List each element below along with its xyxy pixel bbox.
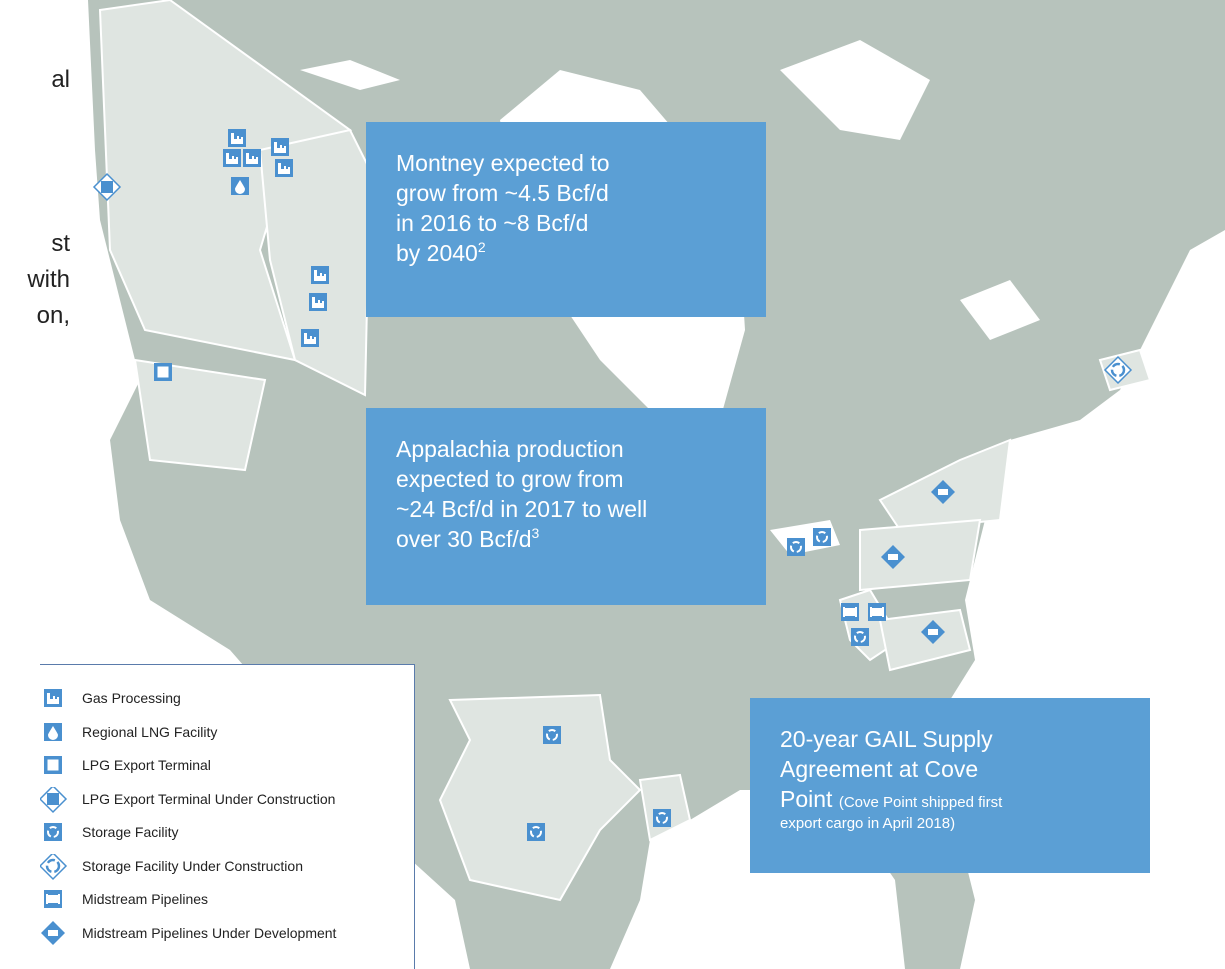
- callout-line: Point (Cove Point shipped first: [780, 784, 1120, 814]
- note: export cargo in April 2018): [780, 815, 956, 832]
- callout-text: expected to grow from: [396, 466, 624, 492]
- legend-icon: [43, 889, 63, 909]
- icon: [43, 889, 63, 909]
- icon: [44, 722, 62, 741]
- callout-line: by 20402: [396, 238, 736, 268]
- callout-text: Appalachia production: [396, 436, 624, 462]
- callout-line: Appalachia production: [396, 434, 736, 464]
- callout: 20-year GAIL Supply Agreement at Cove Poin…: [750, 698, 1150, 873]
- legend-item: Storage Facility: [40, 820, 415, 844]
- callout-text: Point: [780, 786, 833, 812]
- legend-icon: [44, 756, 62, 774]
- side-text: st: [51, 230, 70, 257]
- callout-line: over 30 Bcf/d3: [396, 524, 736, 554]
- regions: [98, 0, 1152, 902]
- callout-line: 20-year GAIL Supply: [780, 724, 1120, 754]
- legend-icon: [44, 689, 62, 707]
- callout: Appalachia production expected to grow fr…: [366, 408, 766, 605]
- callout-line: Agreement at Cove: [780, 754, 1120, 784]
- legend-item: Regional LNG Facility: [40, 720, 415, 744]
- note: (Cove Point shipped first: [838, 794, 1003, 811]
- legend-label: Storage Facility: [82, 824, 179, 840]
- callout-line: ~24 Bcf/d in 2017 to well: [396, 494, 736, 524]
- icon: [43, 822, 63, 842]
- legend-item: LPG Export Terminal Under Construction: [40, 786, 415, 813]
- side-text: al: [51, 66, 70, 93]
- callout-text: ~24 Bcf/d in 2017 to well: [396, 496, 648, 522]
- icon: [40, 853, 68, 880]
- legend-item: Gas Processing: [40, 686, 415, 710]
- legend-item: Midstream Pipelines: [40, 887, 415, 911]
- callout-text: grow from ~4.5 Bcf/d: [396, 180, 609, 206]
- legend-label: Storage Facility Under Construction: [82, 857, 303, 874]
- icon: [41, 920, 65, 945]
- legend-item: Midstream Pipelines Under Development: [40, 920, 415, 945]
- callout: Montney expected to grow from ~4.5 Bcf/d i…: [366, 122, 766, 317]
- legend-label: LPG Export Terminal: [82, 757, 211, 773]
- callout-text: over 30 Bcf/d: [396, 526, 532, 552]
- legend-icon: [41, 920, 65, 945]
- legend-item: LPG Export Terminal: [40, 753, 415, 777]
- callout-line: in 2016 to ~8 Bcf/d: [396, 208, 736, 238]
- icon: [44, 689, 62, 707]
- side-text: with: [27, 266, 70, 293]
- callout-line: Montney expected to: [396, 148, 736, 178]
- icon: [40, 786, 67, 813]
- legend-label: LPG Export Terminal Under Construction: [82, 790, 336, 807]
- legend-label: Midstream Pipelines: [82, 891, 209, 907]
- legend-label: Regional LNG Facility: [82, 723, 218, 740]
- legend-label: Midstream Pipelines Under Development: [82, 924, 337, 941]
- legend-item: Storage Facility Under Construction: [40, 853, 415, 880]
- legend-icon: [43, 822, 63, 842]
- superscript: 3: [531, 525, 540, 541]
- callout-text: by 2040: [396, 240, 478, 266]
- side-text: on,: [36, 302, 70, 329]
- legend-icon: [40, 853, 68, 880]
- legend: Gas Processing Regional LNG Facility LPG E…: [40, 664, 415, 969]
- callout-text: in 2016 to ~8 Bcf/d: [396, 210, 589, 236]
- callout-text: Montney expected to: [396, 150, 610, 176]
- icon: [44, 756, 62, 774]
- legend-icon: [44, 722, 62, 741]
- callout-line: grow from ~4.5 Bcf/d: [396, 178, 736, 208]
- callout-line: expected to grow from: [396, 464, 736, 494]
- callout-text: Agreement at Cove: [780, 756, 979, 782]
- water: [780, 40, 930, 140]
- legend-label: Gas Processing: [82, 690, 181, 706]
- legend-icon: [40, 786, 67, 813]
- callout-text: 20-year GAIL Supply: [780, 726, 993, 752]
- superscript: 2: [477, 239, 486, 255]
